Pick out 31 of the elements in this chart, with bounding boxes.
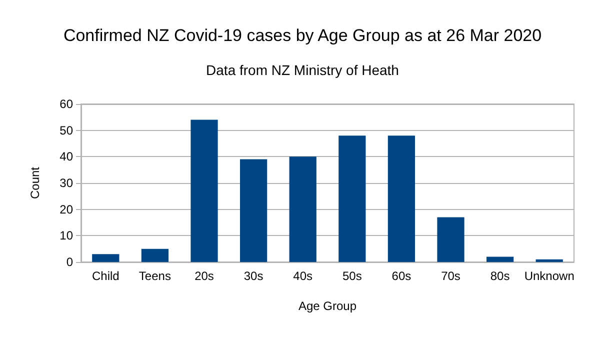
x-axis-title: Age Group (298, 299, 357, 313)
bar (388, 136, 416, 262)
chart-subtitle: Data from NZ Ministry of Heath (206, 62, 399, 78)
x-tick-label: Teens (138, 269, 171, 283)
y-tick-label: 30 (60, 176, 74, 190)
bar (240, 159, 268, 262)
bar (141, 248, 169, 262)
y-tick-label: 50 (60, 123, 74, 138)
x-tick-label: 20s (194, 269, 214, 283)
x-tick-label: 30s (244, 269, 264, 283)
y-tick-label: 20 (60, 202, 74, 216)
x-tick-label: 70s (441, 269, 460, 283)
x-tick-label: 60s (392, 269, 412, 283)
bar (289, 156, 316, 262)
bar (486, 256, 514, 262)
x-tick-label: 80s (490, 269, 510, 283)
y-tick-label: 0 (66, 255, 74, 269)
x-tick-label: 40s (293, 269, 313, 283)
bar (437, 217, 464, 262)
bar (338, 136, 366, 262)
y-tick-label: 10 (60, 228, 74, 243)
y-tick-label: 60 (60, 97, 74, 111)
y-tick-label: 40 (60, 150, 74, 164)
bar (190, 120, 218, 262)
bar (92, 254, 120, 262)
x-tick-label: Unknown (524, 269, 574, 283)
y-axis-title: Count (28, 166, 42, 200)
chart-title: Confirmed NZ Covid-19 cases by Age Group as at 26 Mar 2020 (63, 26, 542, 45)
bar (536, 259, 563, 262)
x-tick-label: 50s (342, 269, 362, 283)
x-tick-label: Child (92, 269, 120, 283)
